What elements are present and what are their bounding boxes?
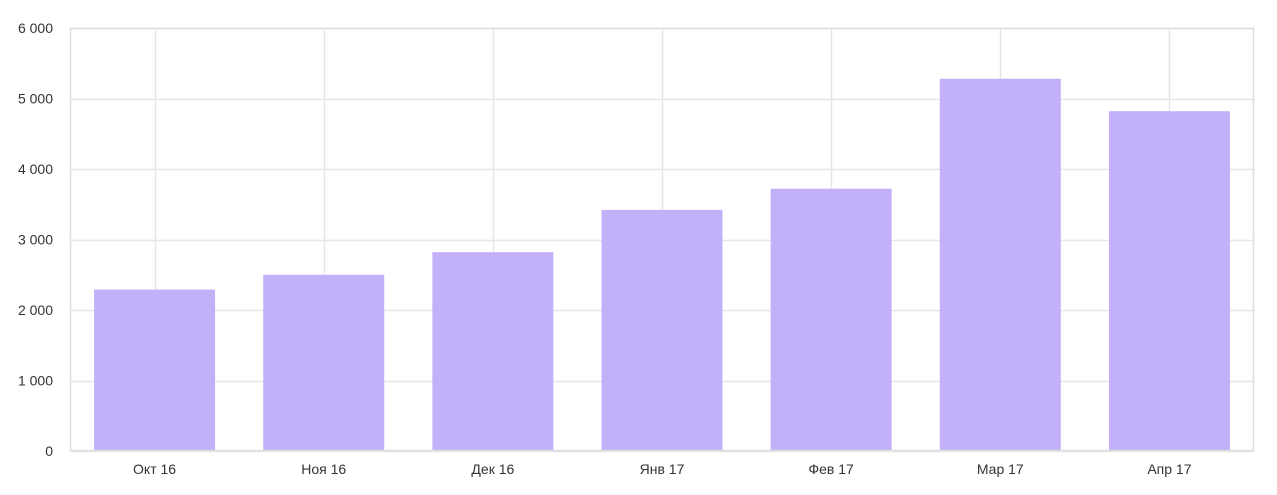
bar <box>939 78 1061 451</box>
x-tick-label: Апр 17 <box>1147 461 1191 477</box>
y-tick-label: 2 000 <box>18 302 53 318</box>
bar <box>432 252 554 451</box>
bar <box>770 188 892 452</box>
bar <box>1108 111 1230 451</box>
y-tick-label: 3 000 <box>18 232 53 248</box>
y-tick-label: 5 000 <box>18 91 53 107</box>
y-tick-label: 4 000 <box>18 161 53 177</box>
bar <box>263 274 385 451</box>
y-axis-tick-labels: 0 1 000 2 000 3 000 4 000 5 000 6 000 <box>18 20 53 459</box>
y-tick-label: 6 000 <box>18 20 53 36</box>
x-tick-label: Дек 16 <box>471 461 514 477</box>
x-tick-label: Окт 16 <box>133 461 176 477</box>
bars <box>94 78 1230 452</box>
x-tick-label: Ноя 16 <box>301 461 346 477</box>
plot-frame <box>69 27 1255 452</box>
x-tick-label: Фев 17 <box>808 461 854 477</box>
plot-border <box>69 27 1255 452</box>
bar <box>94 289 216 451</box>
x-axis-tick-labels: Окт 16 Ноя 16 Дек 16 Янв 17 Фев 17 Мар 17 Апр … <box>133 461 1192 477</box>
x-tick-label: Янв 17 <box>640 461 685 477</box>
bar <box>601 209 723 451</box>
y-tick-label: 1 000 <box>18 373 53 389</box>
y-tick-label: 0 <box>45 443 53 459</box>
x-tick-label: Мар 17 <box>977 461 1024 477</box>
